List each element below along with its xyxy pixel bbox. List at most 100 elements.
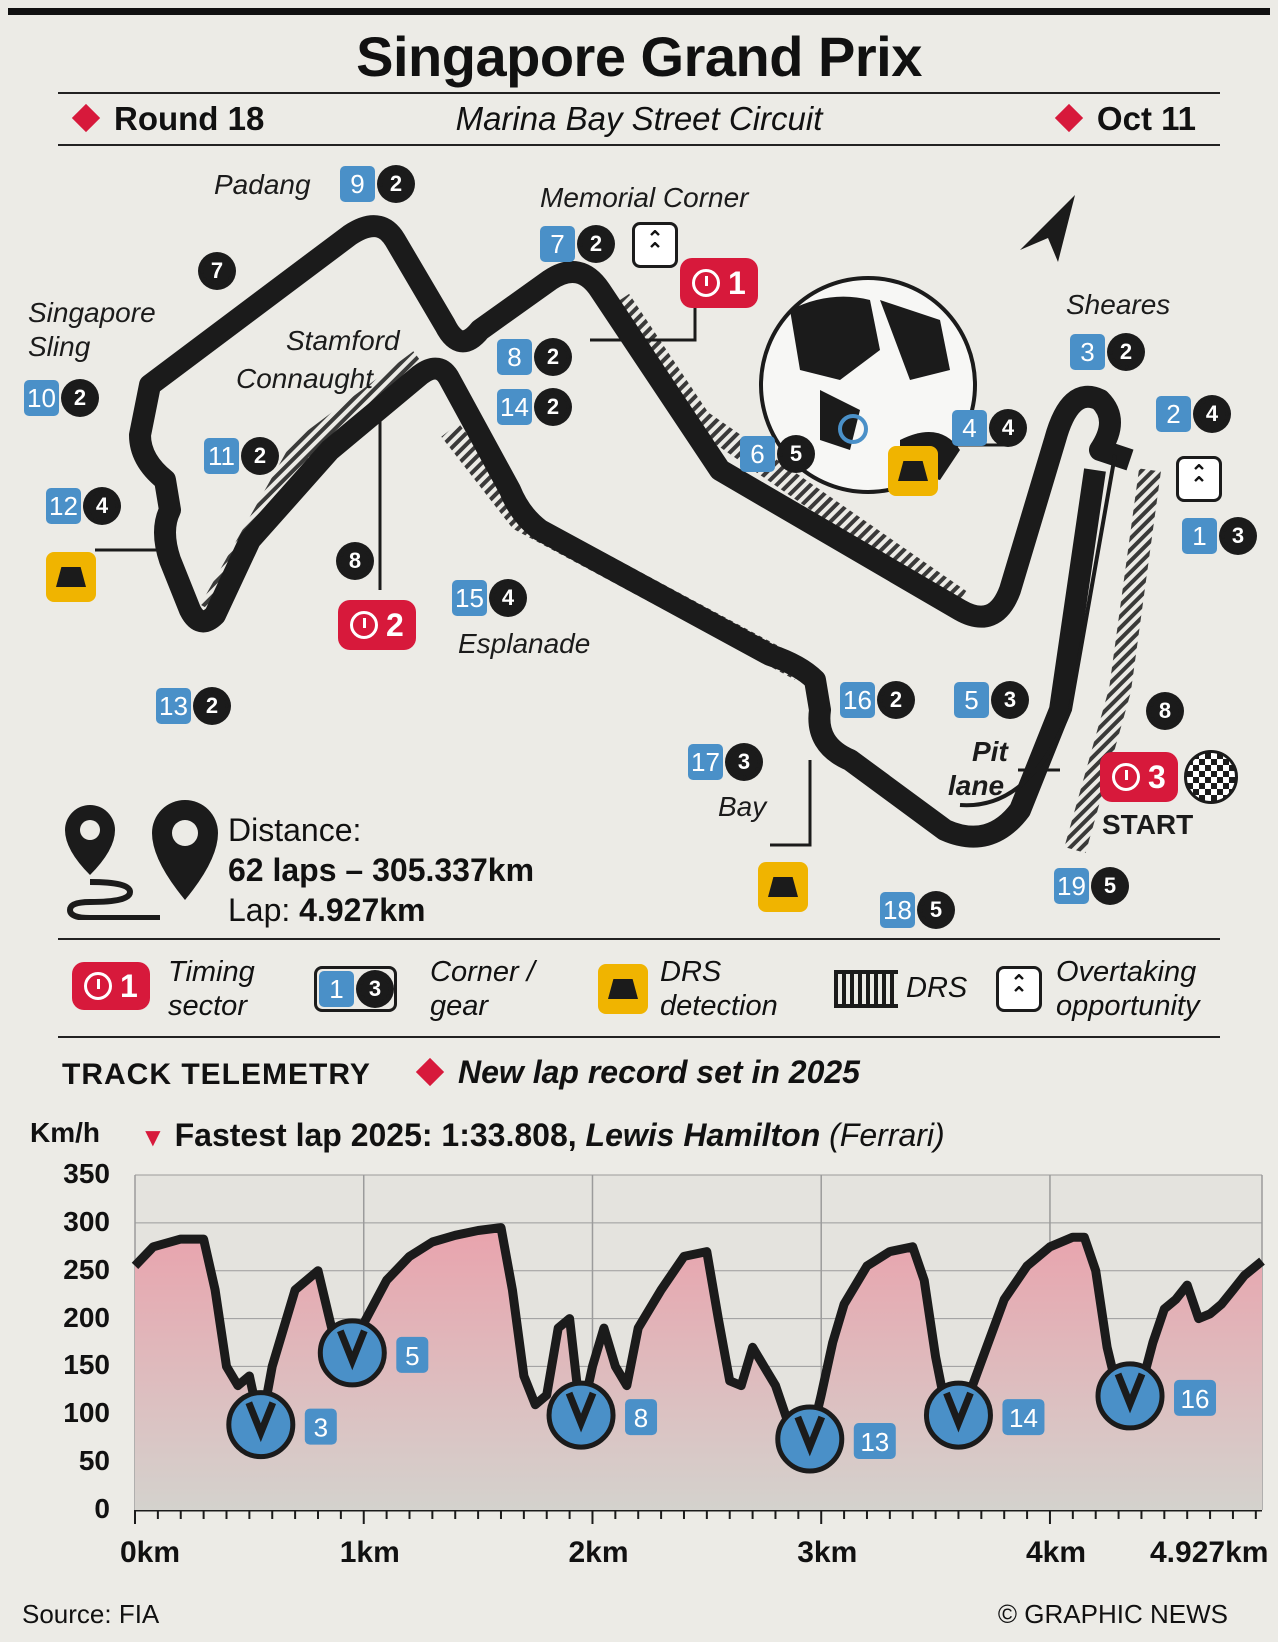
y-tick-label: 150: [63, 1349, 110, 1381]
legend-timing-2: sector: [168, 990, 247, 1022]
overtaking-icon: ⌃ ⌃: [1176, 456, 1222, 502]
corner-19: 19 5: [1054, 868, 1127, 904]
corner-number: 11: [204, 438, 239, 474]
triangle-down-icon: ▼: [140, 1122, 166, 1152]
fastest-lap-driver: Lewis Hamilton: [585, 1117, 821, 1153]
corner-marker-label: 3: [314, 1413, 328, 1443]
telemetry-heading: TRACK TELEMETRY: [62, 1058, 371, 1091]
corner-marker-notch: [337, 1329, 368, 1371]
corner-marker-badge: [396, 1336, 429, 1373]
corner-13: 13 2: [156, 688, 229, 724]
corner-number: 14: [497, 389, 532, 425]
corner-marker-label: 14: [1009, 1403, 1038, 1433]
legend-drs-detection-icon: [598, 964, 648, 1014]
gear-icon: 5: [919, 893, 953, 927]
label-pit-lane: lane: [948, 770, 1005, 801]
legend-drs-hatch-icon: [834, 970, 898, 1008]
stopwatch-icon: [692, 269, 720, 297]
gear-icon: 2: [243, 439, 277, 473]
corner-number: 6: [740, 436, 775, 472]
y-tick-label: 250: [63, 1253, 110, 1285]
circuit-track: [129, 215, 1134, 848]
gear-icon: 5: [1093, 869, 1127, 903]
drs-zone-4: [1064, 468, 1161, 853]
corner-marker-badge: [853, 1423, 896, 1459]
corner-marker-badge: [625, 1399, 658, 1436]
sector-number: 3: [1148, 758, 1166, 795]
legend-divider-bottom: [58, 1036, 1220, 1038]
circuit-name: Marina Bay Street Circuit: [455, 100, 823, 137]
label-memorial-corner: Memorial Corner: [540, 182, 749, 213]
legend-timing-badge: 1: [72, 962, 150, 1010]
corner-number: 10: [24, 380, 59, 416]
y-tick-label: 200: [63, 1301, 110, 1333]
chequered-flag-icon: [1184, 750, 1238, 804]
label-singapore-sling-2: Sling: [28, 331, 91, 362]
lap-length: 4.927km: [299, 892, 426, 928]
race-date: Oct 11: [1054, 100, 1196, 138]
timing-sector-3: 3: [1100, 752, 1178, 802]
page-title: Singapore Grand Prix: [356, 25, 922, 88]
gear-icon: 2: [879, 683, 913, 717]
legend-corner-2: gear: [430, 990, 489, 1022]
corner-marker-badge: [304, 1408, 337, 1445]
gear-icon: 3: [1221, 519, 1255, 553]
y-tick-label: 100: [63, 1397, 110, 1429]
corner-marker-badge: [1002, 1399, 1045, 1436]
extra-gear-8b: 8: [1148, 694, 1182, 728]
distance-icon: [65, 800, 218, 920]
stopwatch-icon: [350, 611, 378, 639]
gear-icon: 4: [991, 411, 1025, 445]
lap-length-row: Lap: 4.927km: [228, 890, 426, 930]
corner-number: 4: [952, 410, 987, 446]
label-stamford: Stamford: [286, 325, 400, 356]
top-bar: [8, 8, 1270, 15]
round-label: Round 18: [114, 100, 265, 137]
label-start: START: [1102, 809, 1194, 840]
diamond-icon: [1054, 104, 1084, 133]
credit-note: © GRAPHIC NEWS: [997, 1599, 1228, 1629]
x-tick-label: 0km: [120, 1536, 181, 1569]
legend-divider-top: [58, 938, 1220, 940]
y-tick-label: 350: [63, 1158, 110, 1189]
gear-icon: 8: [1148, 694, 1182, 728]
legend-drs-det-2: detection: [660, 990, 778, 1022]
corner-12: 12 4: [46, 488, 119, 524]
stopwatch-icon: [84, 972, 112, 1000]
globe-icon: [759, 276, 977, 494]
label-padang: Padang: [214, 169, 311, 200]
corner-marker-label: 16: [1181, 1384, 1210, 1414]
corner-14: 14 2: [497, 389, 570, 425]
corner-number: 8: [497, 339, 532, 375]
corner-marker-label: 13: [860, 1427, 889, 1457]
legend-timing-1: Timing: [168, 956, 255, 988]
label-sheares: Sheares: [1066, 289, 1171, 320]
gear-icon: 2: [536, 390, 570, 424]
corner-number: 3: [1070, 334, 1105, 370]
y-tick-label: 50: [78, 1445, 110, 1477]
gear-icon: 7: [200, 254, 234, 288]
corner-marker-badge: [1174, 1379, 1217, 1416]
corner-marker-label: 5: [405, 1341, 419, 1371]
legend-sector-number: 1: [120, 967, 138, 1004]
corner-number: 7: [540, 226, 575, 262]
x-tick-label: 2km: [568, 1536, 629, 1569]
pit-lane: [959, 454, 1117, 808]
legend-drs-det-1: DRS: [660, 956, 722, 988]
gear-icon: 2: [579, 227, 613, 261]
corner-marker-notch: [943, 1391, 974, 1433]
legend-corner-1: Corner /: [430, 956, 535, 988]
extra-gear-8a: 8: [338, 544, 372, 578]
round-badge: Round 18: [71, 100, 265, 138]
corner-marker-label: 8: [634, 1403, 648, 1433]
corner-number: 1: [1182, 518, 1217, 554]
corner-marker-notch: [1114, 1372, 1146, 1414]
telemetry-note-row: New lap record set in 2025: [415, 1054, 860, 1091]
y-tick-label: 300: [63, 1205, 110, 1237]
legend-overtake-2: opportunity: [1056, 990, 1200, 1022]
